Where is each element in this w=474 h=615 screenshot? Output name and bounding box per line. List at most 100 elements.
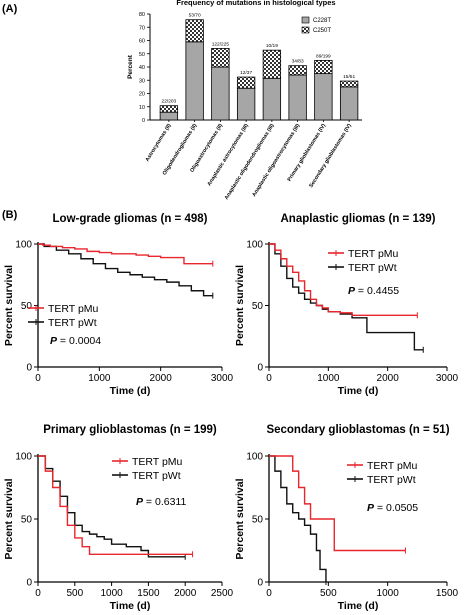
y-tick-label: 0 (26, 363, 32, 374)
p-value-label: P = 0.6311 (136, 496, 186, 508)
bar-c228t (262, 77, 282, 121)
x-tick-label: 3000 (436, 373, 459, 384)
x-tick-label: 1500 (436, 588, 459, 599)
bar-c250t (288, 65, 307, 76)
y-tick-label: 0 (142, 118, 145, 124)
chart-title: Primary glioblastomas (n = 199) (43, 424, 217, 436)
y-tick-label: 50 (21, 515, 33, 526)
chart-title: Secondary glioblastomas (n = 51) (266, 424, 449, 436)
x-tick-label: 1000 (317, 373, 340, 384)
y-tick-label: 100 (15, 452, 32, 463)
y-tick-label: 50 (252, 515, 264, 526)
legend-label-pmu: TERT pMu (367, 460, 418, 472)
y-tick-label: 40 (139, 65, 145, 71)
legend-label-pwt: TERT pWt (48, 317, 97, 329)
x-tick-label: 2500 (211, 588, 234, 599)
legend-label-pmu: TERT pMu (348, 248, 399, 260)
bar-c250t (262, 49, 282, 79)
y-tick-label: 50 (139, 52, 145, 58)
y-tick-label: 10 (139, 105, 145, 111)
x-tick-label: 1000 (88, 373, 111, 384)
y-tick-label: 0 (257, 363, 263, 374)
y-tick-label: 100 (246, 240, 263, 251)
y-tick-label: 50 (21, 301, 33, 312)
bar-c250t (236, 76, 256, 89)
bar-c228t (211, 66, 230, 121)
legend-swatch-c228t (301, 16, 310, 24)
bar-c228t (314, 73, 333, 121)
survival-curve-pmu (269, 243, 418, 317)
x-tick-label: 0 (266, 373, 272, 384)
bar-count-label: 34/83 (292, 59, 304, 65)
legend-label-c250t: C250T (313, 28, 331, 34)
x-tick-label: 2000 (377, 373, 400, 384)
legend-label-pmu: TERT pMu (48, 303, 99, 315)
x-tick-label: 1000 (377, 588, 400, 599)
bar-c250t (185, 19, 204, 43)
p-value-label: P = 0.0004 (50, 335, 101, 347)
bar-c250t (159, 105, 179, 113)
x-tick-label: 500 (66, 588, 83, 599)
legend-label-pwt: TERT pWt (367, 474, 416, 486)
bar-c228t (339, 86, 359, 121)
p-value-label: P = 0.4455 (348, 285, 399, 297)
survival-curve-pwt (269, 243, 424, 351)
y-tick-label: 100 (15, 240, 32, 251)
y-axis-label: Percent survival (3, 265, 15, 346)
p-value: = 0.0505 (374, 502, 418, 514)
bar-c250t (339, 80, 359, 88)
mutation-frequency-bar-chart: Frequency of mutations in histological t… (127, 0, 362, 201)
y-tick-label: 80 (139, 12, 145, 18)
legend-label-pmu: TERT pMu (132, 456, 183, 468)
survival-chart-secondary-gbm: Secondary glioblastomas (n = 51) 0 50 1000 5… (234, 424, 459, 612)
bar-count-label: 53/70 (189, 13, 201, 19)
x-tick-label: 3000 (211, 373, 234, 384)
legend-swatch-c250t (301, 26, 310, 34)
survival-curve-pmu (38, 455, 193, 555)
x-axis-label: Time (d) (338, 600, 379, 612)
survival-chart-primary-gbm: Primary glioblastomas (n = 199) 0 50 100 0 50… (3, 424, 234, 612)
x-tick-label: Anaplastic oligodendrogliomas (III) (224, 123, 276, 201)
bar-c228t (288, 74, 307, 121)
y-tick-label: 20 (139, 92, 145, 98)
bar-count-label: 12/37 (240, 70, 252, 76)
chart-title: Anaplastic gliomas (n = 139) (281, 213, 436, 225)
chart-title: Frequency of mutations in histological t… (176, 0, 335, 7)
p-value: = 0.6311 (143, 496, 186, 508)
panel-b-label: (B) (2, 209, 18, 221)
bar-count-label: 122/225 (212, 41, 230, 47)
x-axis-label: Time (d) (338, 385, 379, 397)
y-tick-label: 50 (252, 301, 264, 312)
survival-curve-pwt (38, 455, 186, 558)
x-tick-label: 0 (35, 588, 41, 599)
bar-c250t (211, 48, 230, 68)
bar-count-label: 15/51 (343, 74, 355, 80)
bar-c250t (314, 59, 333, 75)
x-tick-label: 2000 (174, 588, 197, 599)
y-axis-label: Percent survival (234, 265, 246, 346)
y-axis-label: Percent survival (234, 478, 246, 559)
panel-a-label: (A) (2, 3, 18, 15)
x-tick-label: Anaplastic oligoastrocytomas (III) (251, 123, 301, 198)
y-axis-label: Percent (127, 54, 134, 79)
y-axis-label: Percent survival (3, 478, 15, 559)
x-tick-label: Astrocytomas (II) (145, 123, 173, 163)
y-tick-label: 70 (139, 25, 145, 31)
y-tick-label: 60 (139, 39, 145, 45)
bar-count-label: 10/19 (266, 43, 278, 49)
survival-curve-pwt (38, 243, 213, 297)
survival-curve-pmu (269, 455, 406, 552)
y-tick-label: 0 (26, 578, 32, 589)
bar-c228t (159, 111, 179, 121)
survival-curve-pwt (269, 455, 327, 582)
p-value: = 0.0004 (57, 335, 101, 347)
x-tick-label: 0 (266, 588, 272, 599)
x-tick-label: 500 (320, 588, 337, 599)
legend-label-c228t: C228T (313, 18, 331, 24)
legend-label-pwt: TERT pWt (348, 262, 397, 274)
y-tick-label: 100 (246, 452, 263, 463)
x-axis-label: Time (d) (110, 385, 151, 397)
bar-count-label: 22/203 (162, 99, 177, 105)
